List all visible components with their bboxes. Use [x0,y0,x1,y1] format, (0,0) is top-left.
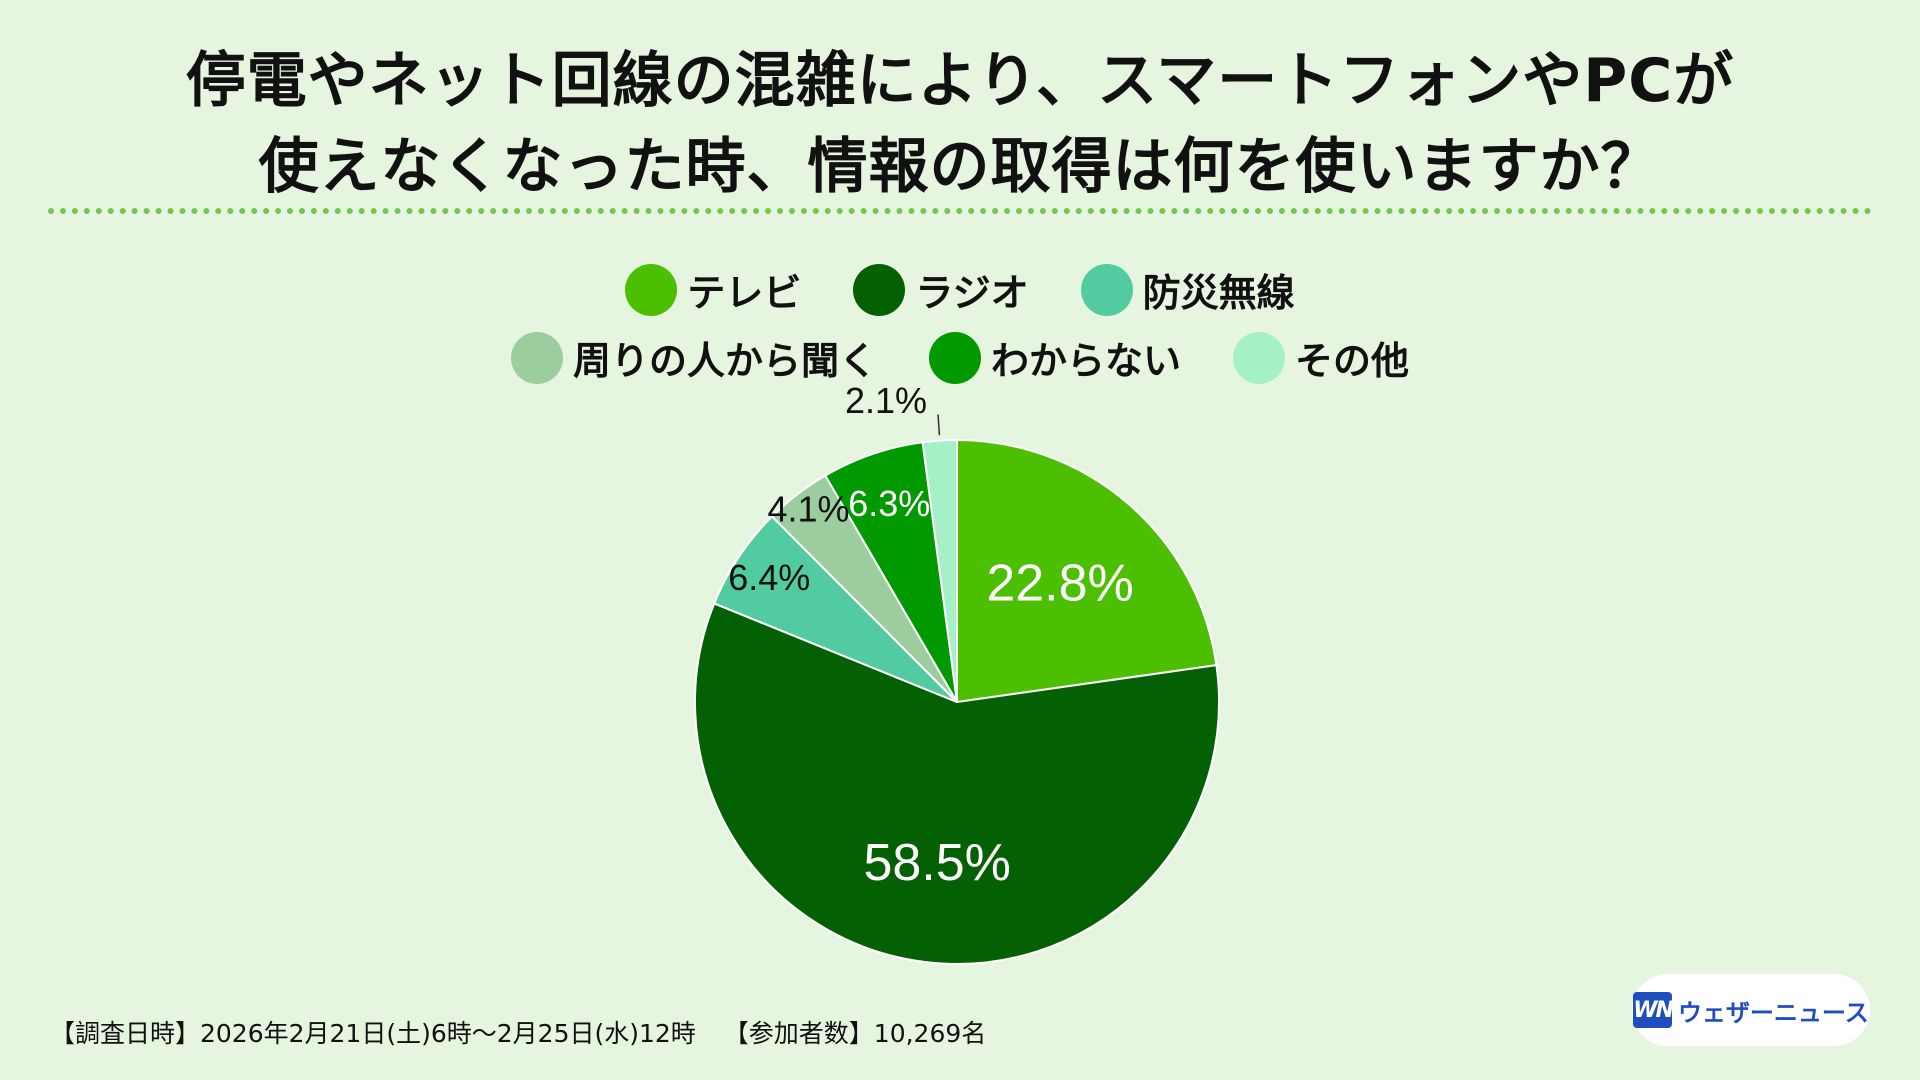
legend-swatch-unknown [928,331,981,384]
pie-label-unknown: 6.3% [848,483,930,524]
dotted-divider [48,208,1872,214]
chart-title-line1: 停電やネット回線の混雑により、スマートフォンやPCが [185,46,1735,116]
participant-count: 【参加者数】10,269名 [723,1019,987,1048]
legend-label-unknown: わからない [990,339,1181,383]
legend-label-tv: テレビ [687,271,802,315]
pie-label-radio: 58.5% [863,834,1010,892]
legend-label-disaster-radio: 防災無線 [1142,271,1295,315]
pie-leader-line-other [937,414,941,436]
legend-swatch-radio [853,263,906,316]
weathernews-logo: WN ウェザーニュース [1632,974,1870,1046]
survey-footer: 【調査日時】2026年2月21日(土)6時〜2月25日(水)12時 【参加者数】1… [50,1014,986,1050]
legend-label-radio: ラジオ [915,271,1029,315]
legend-item-tv: テレビ [625,262,801,317]
legend-row-2: 周りの人から聞く わからない その他 [0,330,1920,385]
survey-date: 【調査日時】2026年2月21日(土)6時〜2月25日(水)12時 [50,1019,696,1048]
legend-label-other: その他 [1295,339,1410,383]
weathernews-logo-mark: WN [1633,992,1674,1028]
legend-item-word-of-mouth: 周りの人から聞く [510,330,877,385]
legend-item-radio: ラジオ [853,262,1029,317]
pie-label-tv: 22.8% [986,554,1133,612]
legend-swatch-tv [625,263,678,316]
legend-swatch-other [1233,331,1285,384]
legend-item-disaster-radio: 防災無線 [1080,262,1295,317]
legend-swatch-word-of-mouth [510,331,563,384]
chart-title-line2: 使えなくなった時、情報の取得は何を使いますか？ [258,132,1662,202]
legend-item-unknown: わからない [928,330,1181,385]
legend-label-word-of-mouth: 周りの人から聞く [572,339,877,383]
weathernews-logo-text: ウェザーニュース [1677,998,1869,1027]
legend-item-other: その他 [1233,330,1409,385]
pie-slice-radio [694,602,1220,965]
chart-title: 停電やネット回線の混雑により、スマートフォンやPCが 使えなくなった時、情報の取… [0,38,1920,210]
pie-label-other: 2.1% [845,380,927,421]
pie-label-word-of-mouth: 4.1% [767,488,849,529]
pie-slice-tv [956,438,1218,704]
pie-slice-other [921,438,958,703]
pie-label-disaster-radio: 6.4% [728,557,810,598]
legend-swatch-disaster-radio [1080,263,1133,316]
legend-row-1: テレビ ラジオ 防災無線 [0,262,1920,317]
